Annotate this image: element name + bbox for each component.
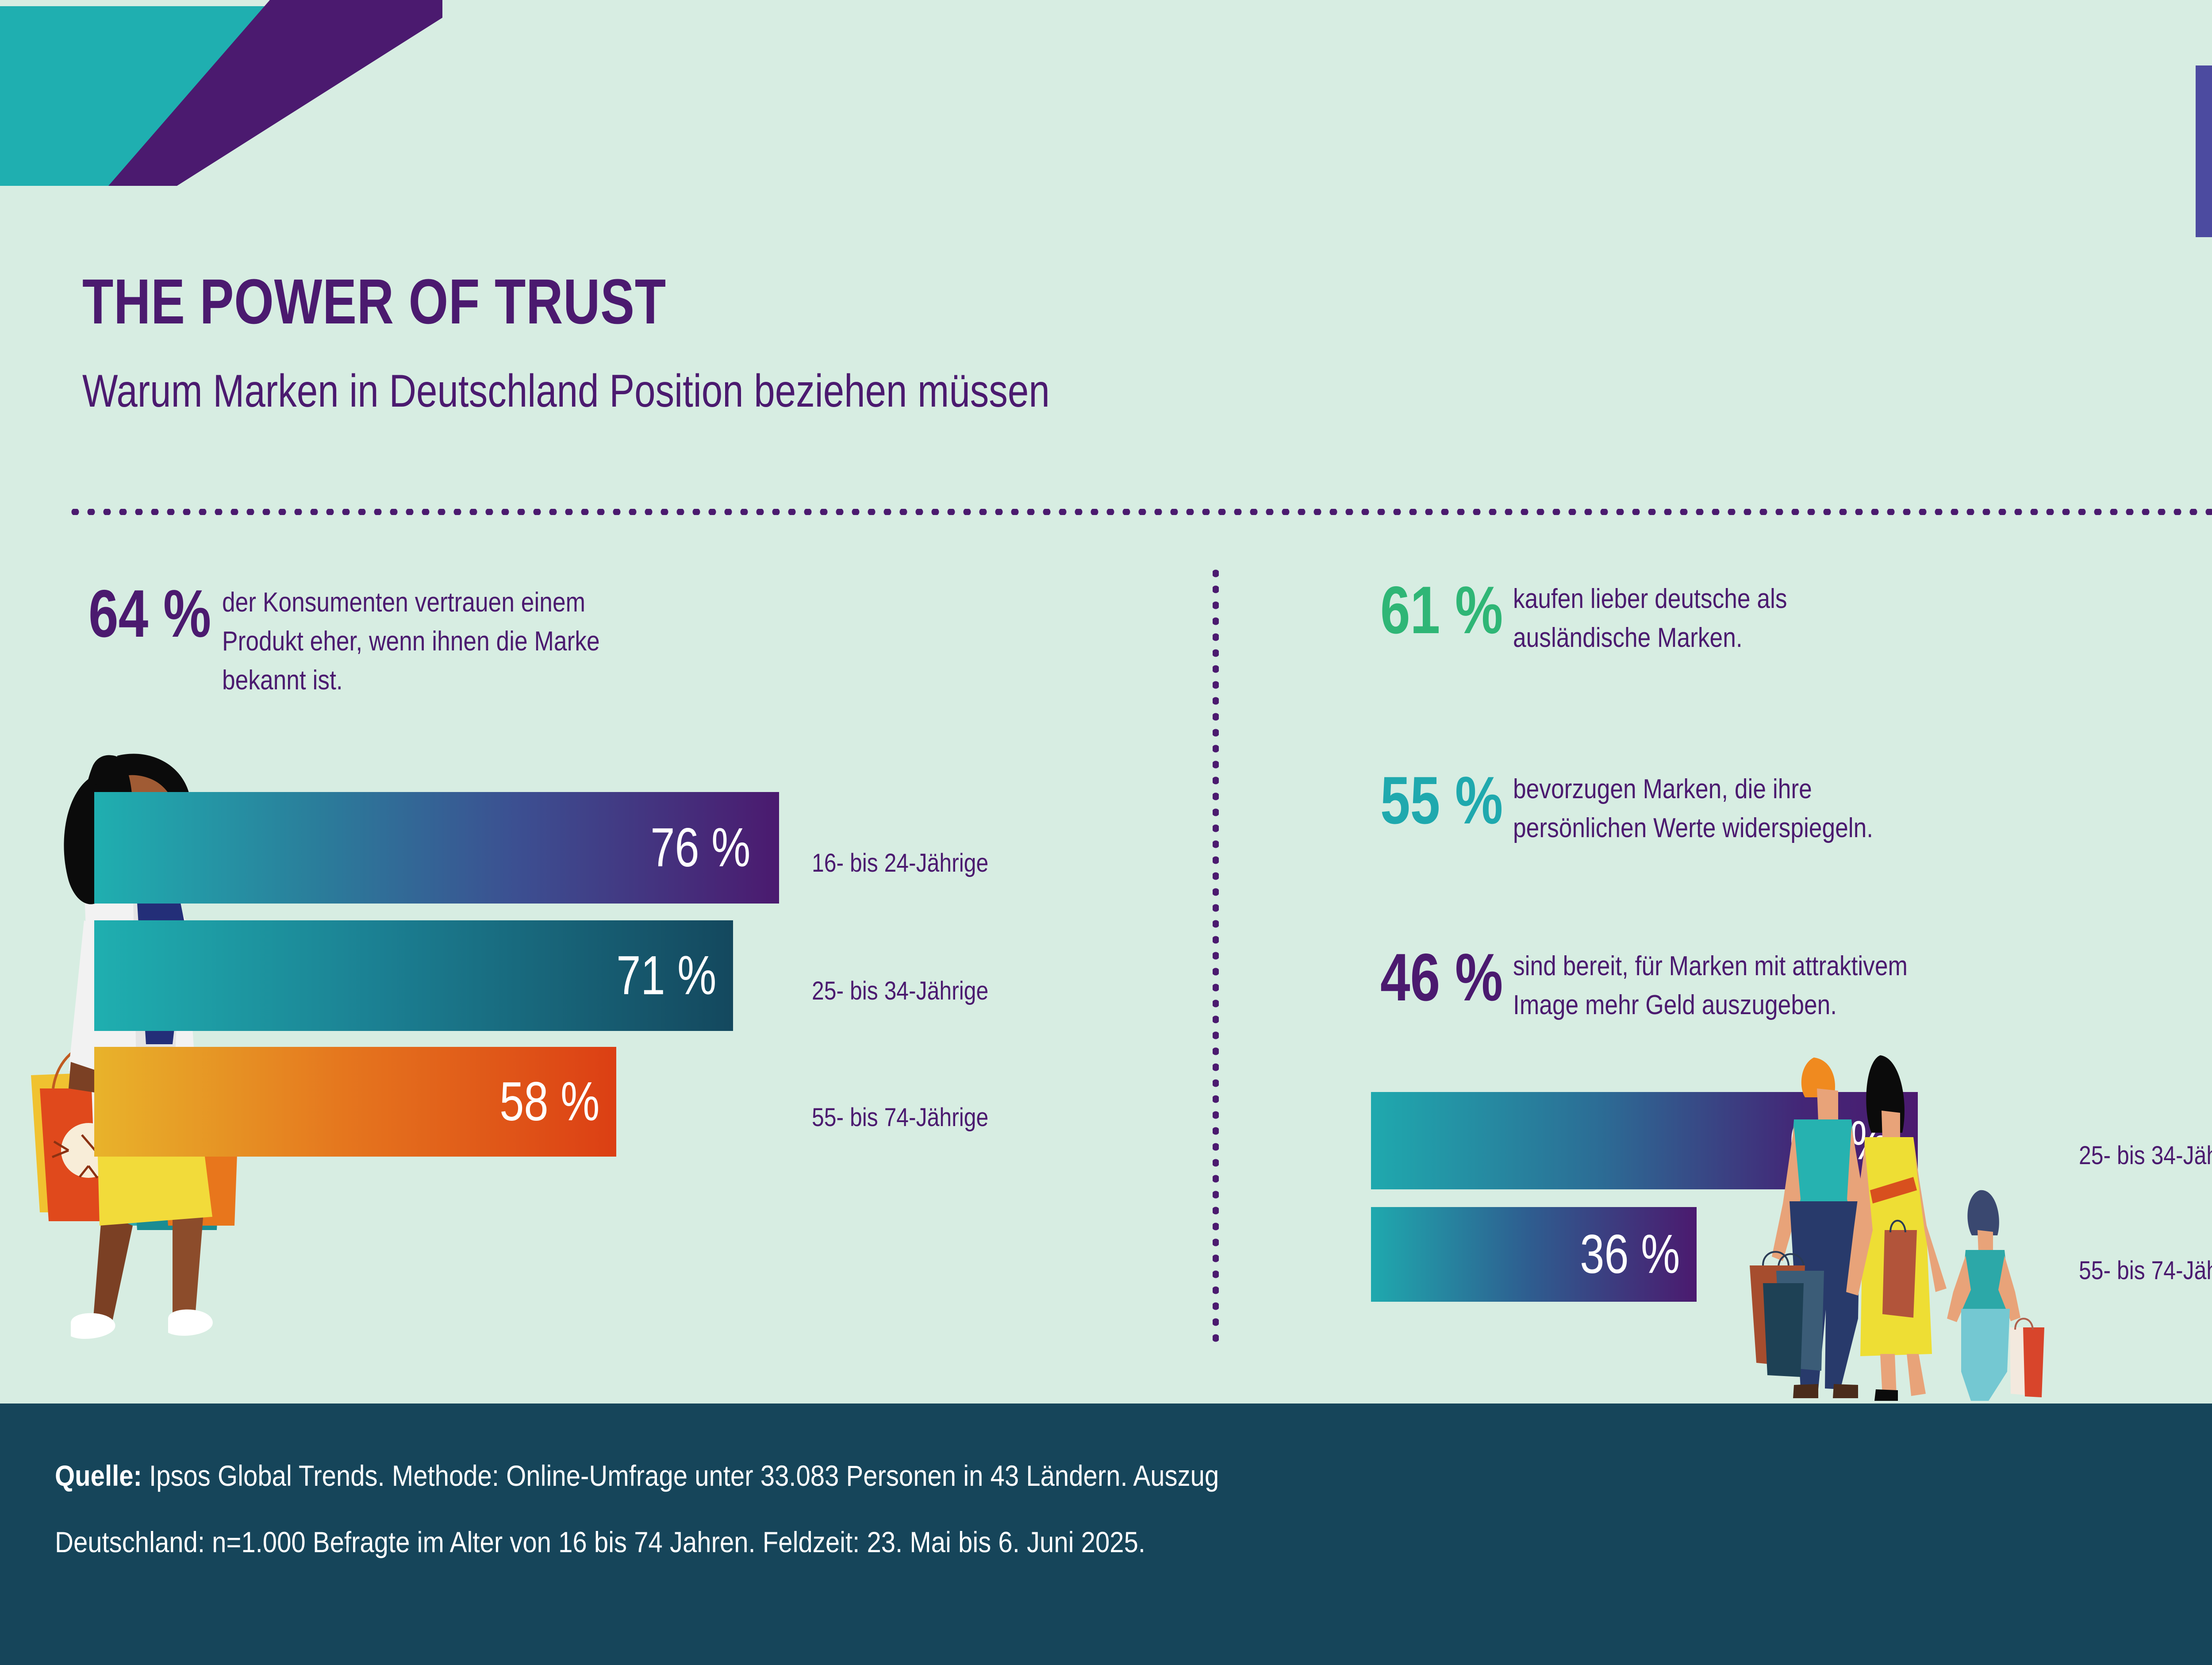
bar-36-label: 55- bis 74-Jährige: [2079, 1256, 2212, 1285]
stat-61: 61 % kaufen lieber deutsche als ausländi…: [1380, 573, 1832, 658]
stat-64-text: der Konsumenten vertrauen einem Produkt …: [222, 587, 600, 696]
stat-55-text: bevorzugen Marken, die ihre persönlichen…: [1513, 774, 1874, 844]
stat-46-value: 46 %: [1380, 940, 1503, 1015]
footer-source-label: Quelle:: [55, 1459, 142, 1492]
footer-source-text: Ipsos Global Trends. Methode: Online-Umf…: [142, 1459, 1219, 1492]
horizontal-divider: [67, 509, 2212, 515]
bar-63-label: 25- bis 34-Jährige: [2079, 1141, 2212, 1170]
vertical-divider: [1213, 565, 1219, 1344]
bar-71-value: 71 %: [616, 945, 717, 1006]
stat-61-value: 61 %: [1380, 573, 1503, 648]
stat-64-value: 64 %: [88, 576, 211, 651]
shopping-family-illustration: [1750, 1055, 2044, 1401]
bar-76: 76 %: [94, 792, 779, 904]
stat-64: 64 % der Konsumenten vertrauen einem Pro…: [88, 576, 661, 700]
bar-58-label: 55- bis 74-Jährige: [812, 1103, 989, 1132]
bar-71: 71 %: [94, 920, 733, 1031]
page-subtitle: Warum Marken in Deutschland Position bez…: [82, 365, 1050, 417]
stat-55: 55 % bevorzugen Marken, die ihre persönl…: [1380, 763, 1932, 848]
footer-line-2: Deutschland: n=1.000 Befragte im Alter v…: [55, 1526, 1146, 1558]
ipsos-logo: Ipsos: [2196, 65, 2212, 237]
stat-55-value: 55 %: [1380, 763, 1503, 838]
bar-76-label: 16- bis 24-Jährige: [812, 849, 989, 877]
bar-58: 58 %: [94, 1047, 616, 1157]
stat-46-text: sind bereit, für Marken mit attraktivem …: [1513, 951, 1908, 1021]
stat-46: 46 % sind bereit, für Marken mit attrakt…: [1380, 940, 1972, 1025]
bar-71-label: 25- bis 34-Jährige: [812, 977, 989, 1005]
footer-line-1: Quelle: Ipsos Global Trends. Methode: On…: [55, 1461, 1219, 1490]
footer-bar: Quelle: Ipsos Global Trends. Methode: On…: [0, 1404, 2212, 1665]
corner-decoration: [0, 0, 442, 186]
bar-36: 36 %: [1371, 1207, 1697, 1302]
stat-61-text: kaufen lieber deutsche als ausländische …: [1513, 584, 1787, 654]
bar-76-value: 76 %: [650, 817, 751, 878]
bar-58-value: 58 %: [499, 1071, 600, 1132]
page-title: THE POWER OF TRUST: [82, 266, 666, 337]
bar-36-value: 36 %: [1580, 1224, 1680, 1285]
